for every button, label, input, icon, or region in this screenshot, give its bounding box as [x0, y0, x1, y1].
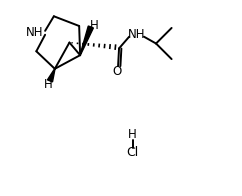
Text: H: H — [44, 78, 53, 91]
Polygon shape — [47, 69, 55, 82]
Text: NH: NH — [26, 26, 43, 39]
Text: H: H — [128, 128, 137, 142]
Text: NH: NH — [128, 28, 145, 41]
Text: H: H — [89, 18, 98, 32]
Text: O: O — [113, 65, 122, 78]
Text: Cl: Cl — [127, 146, 139, 159]
Polygon shape — [80, 26, 93, 55]
